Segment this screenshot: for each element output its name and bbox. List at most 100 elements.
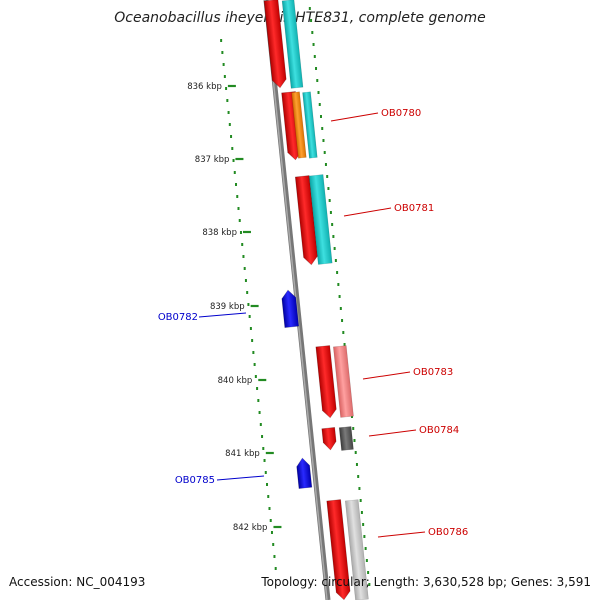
minor-tick <box>233 171 236 174</box>
gene-label[interactable]: OB0785 <box>175 475 215 486</box>
gene-label[interactable]: OB0786 <box>428 527 468 538</box>
minor-tick <box>328 199 331 202</box>
minor-tick <box>254 375 257 378</box>
minor-tick <box>321 127 324 130</box>
gene-label[interactable]: OB0780 <box>381 108 421 119</box>
cds-arrow <box>315 345 337 419</box>
minor-tick <box>338 295 341 298</box>
minor-tick <box>336 271 339 274</box>
backbone <box>263 0 331 600</box>
gene-labels: OB0780 OB0781 OB0782 OB0783 OB0784 OB0785 OB07… <box>158 108 468 538</box>
minor-tick <box>253 363 256 366</box>
accession-text: Accession: NC_004193 <box>9 575 146 589</box>
gene-label[interactable]: OB0782 <box>158 312 198 323</box>
cog-block <box>302 91 318 159</box>
minor-tick <box>273 555 276 558</box>
gene-label[interactable]: OB0783 <box>413 367 453 378</box>
genome-stats-text: Topology: circular; Length: 3,630,528 bp… <box>261 575 591 589</box>
minor-tick <box>358 487 361 490</box>
scale-tick-label: 842 kbp <box>233 523 268 533</box>
minor-tick <box>311 31 314 34</box>
minor-tick <box>318 103 321 106</box>
minor-tick <box>368 583 371 586</box>
minor-tick <box>221 51 224 54</box>
minor-tick <box>363 535 366 538</box>
cds-arrow <box>294 175 318 266</box>
minor-tick <box>220 39 223 42</box>
minor-tick <box>350 415 353 418</box>
minor-tick <box>239 231 242 234</box>
minor-tick <box>236 195 239 198</box>
minor-tick <box>268 507 271 510</box>
minor-tick <box>329 211 332 214</box>
minor-tick <box>249 327 252 330</box>
minor-tick <box>352 427 355 430</box>
minor-tick <box>251 339 254 342</box>
minor-tick <box>244 279 247 282</box>
minor-tick <box>365 559 368 562</box>
minor-tick <box>263 459 266 462</box>
scale-tick-label: 836 kbp <box>187 82 222 92</box>
minor-tick <box>342 331 345 334</box>
tick-dots <box>220 7 371 586</box>
minor-tick <box>256 387 259 390</box>
minor-tick <box>247 303 250 306</box>
minor-tick <box>274 567 277 570</box>
callout-line <box>343 207 392 217</box>
minor-tick <box>243 267 246 270</box>
cds-arrow <box>326 499 351 600</box>
scale-tick-label: 837 kbp <box>195 155 230 165</box>
minor-tick <box>339 307 342 310</box>
cds-arrow <box>296 457 313 489</box>
minor-tick <box>237 207 240 210</box>
minor-tick <box>319 115 322 118</box>
callout-line <box>368 429 417 437</box>
callout-line <box>198 312 247 318</box>
minor-tick <box>226 99 229 102</box>
minor-tick <box>364 547 367 550</box>
gene-label[interactable]: OB0784 <box>419 425 459 436</box>
minor-tick <box>341 319 344 322</box>
minor-tick <box>257 399 260 402</box>
minor-tick <box>354 451 357 454</box>
cds-arrow <box>263 0 287 89</box>
minor-tick <box>337 283 340 286</box>
minor-tick <box>228 123 231 126</box>
cog-block <box>291 91 307 159</box>
gene-label[interactable]: OB0781 <box>394 203 434 214</box>
minor-tick <box>327 187 330 190</box>
minor-tick <box>308 7 311 10</box>
minor-tick <box>270 531 273 534</box>
minor-tick <box>267 495 270 498</box>
minor-tick <box>317 91 320 94</box>
minor-tick <box>315 67 318 70</box>
minor-tick <box>230 135 233 138</box>
minor-tick <box>331 223 334 226</box>
minor-tick <box>333 247 336 250</box>
minor-tick <box>323 151 326 154</box>
major-ticks: 836 kbp 837 kbp 838 kbp 839 kbp 840 kbp 841 k… <box>187 82 282 533</box>
minor-tick <box>227 111 230 114</box>
feature-track <box>263 0 369 600</box>
minor-tick <box>225 87 228 90</box>
minor-tick <box>222 63 225 66</box>
minor-tick <box>231 147 234 150</box>
minor-tick <box>264 471 267 474</box>
callout-line <box>362 371 411 380</box>
minor-tick <box>359 499 362 502</box>
minor-tick <box>259 423 262 426</box>
scale-tick-label: 841 kbp <box>225 449 260 459</box>
minor-tick <box>258 411 261 414</box>
minor-tick <box>248 315 251 318</box>
cog-block <box>308 174 333 265</box>
scale-tick-label: 838 kbp <box>202 228 237 238</box>
minor-tick <box>312 43 315 46</box>
minor-tick <box>343 343 346 346</box>
scale-tick-label: 839 kbp <box>210 302 245 312</box>
cds-arrow <box>321 427 337 451</box>
minor-tick <box>316 79 319 82</box>
callout-line <box>377 531 426 538</box>
minor-tick <box>322 139 325 142</box>
minor-tick <box>252 351 255 354</box>
